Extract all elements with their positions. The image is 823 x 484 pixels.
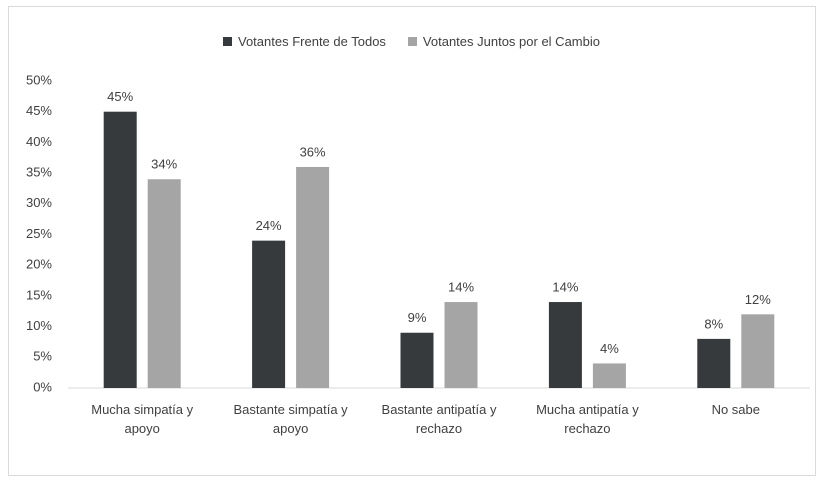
y-tick-label: 30% bbox=[26, 195, 52, 210]
bar bbox=[400, 332, 434, 388]
bar bbox=[147, 179, 181, 388]
bar bbox=[252, 240, 286, 388]
bar bbox=[741, 314, 775, 388]
x-tick-label: Mucha antipatía y rechazo bbox=[536, 402, 639, 436]
y-tick-label: 45% bbox=[26, 103, 52, 118]
x-tick-label: Bastante antipatía y rechazo bbox=[381, 402, 497, 436]
chart-frame bbox=[8, 6, 816, 476]
legend: Votantes Frente de Todos Votantes Juntos … bbox=[0, 34, 823, 49]
legend-label: Votantes Juntos por el Cambio bbox=[422, 34, 600, 49]
bar bbox=[103, 111, 137, 388]
legend-item: Votantes Juntos por el Cambio bbox=[407, 34, 600, 49]
data-label: 24% bbox=[256, 218, 282, 233]
data-label: 14% bbox=[552, 279, 578, 294]
y-tick-label: 0% bbox=[33, 379, 52, 394]
y-tick-label: 40% bbox=[26, 134, 52, 149]
y-tick-label: 25% bbox=[26, 226, 52, 241]
y-tick-label: 20% bbox=[26, 257, 52, 272]
data-label: 12% bbox=[745, 292, 771, 307]
bar bbox=[548, 302, 582, 388]
legend-label: Votantes Frente de Todos bbox=[238, 34, 386, 49]
legend-swatch bbox=[407, 37, 417, 46]
data-label: 8% bbox=[704, 316, 723, 331]
x-tick-label: Bastante simpatía y apoyo bbox=[233, 402, 348, 436]
data-label: 36% bbox=[300, 144, 326, 159]
y-tick-label: 5% bbox=[33, 349, 52, 364]
y-tick-label: 35% bbox=[26, 165, 52, 180]
data-label: 34% bbox=[151, 157, 177, 172]
y-tick-label: 50% bbox=[26, 72, 52, 87]
data-label: 14% bbox=[448, 279, 474, 294]
bar bbox=[592, 363, 626, 388]
legend-item: Votantes Frente de Todos bbox=[223, 34, 386, 49]
bar bbox=[697, 338, 731, 388]
y-tick-label: 10% bbox=[26, 318, 52, 333]
bar bbox=[296, 166, 330, 388]
y-tick-label: 15% bbox=[26, 287, 52, 302]
x-tick-label: Mucha simpatía y apoyo bbox=[91, 402, 194, 436]
data-label: 45% bbox=[107, 89, 133, 104]
data-label: 9% bbox=[408, 310, 427, 325]
legend-swatch bbox=[223, 37, 232, 46]
x-tick-label: No sabe bbox=[711, 402, 760, 417]
data-label: 4% bbox=[600, 341, 619, 356]
bar bbox=[444, 302, 478, 388]
